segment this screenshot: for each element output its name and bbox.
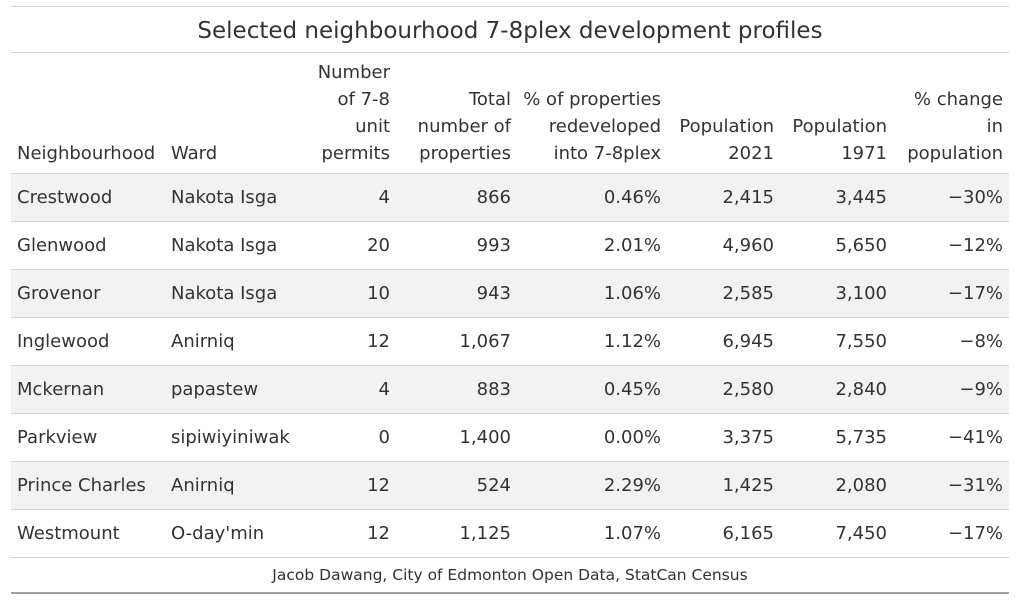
cell-neighbourhood: Mckernan [11, 365, 165, 414]
cell-pct-redeveloped: 2.29% [517, 461, 667, 510]
cell-total-properties: 866 [396, 173, 517, 222]
cell-population-1971: 2,840 [780, 365, 893, 414]
cell-population-2021: 6,945 [667, 317, 780, 366]
cell-pct-change: −9% [893, 365, 1009, 414]
cell-permits: 0 [299, 413, 396, 462]
cell-neighbourhood: Inglewood [11, 317, 165, 366]
cell-neighbourhood: Glenwood [11, 221, 165, 270]
table-body: Crestwood Nakota Isga 4 866 0.46% 2,415 3,445−… [11, 173, 1009, 558]
col-header-neighbourhood: Neighbourhood [11, 53, 165, 174]
cell-permits: 20 [299, 221, 396, 270]
cell-permits: 4 [299, 365, 396, 414]
cell-pct-change: −17% [893, 509, 1009, 558]
cell-ward: O-day'min [165, 509, 299, 558]
cell-permits: 4 [299, 173, 396, 222]
table-row: Mckernan papastew 4 883 0.45% 2,580 2,840 −9% [11, 365, 1009, 414]
col-header-pct-change: % change in population [893, 53, 1009, 174]
cell-permits: 12 [299, 509, 396, 558]
cell-pct-redeveloped: 1.12% [517, 317, 667, 366]
cell-ward: Nakota Isga [165, 269, 299, 318]
cell-pct-redeveloped: 0.46% [517, 173, 667, 222]
table-row: Crestwood Nakota Isga 4 866 0.46% 2,415 3,445−… [11, 173, 1009, 222]
cell-neighbourhood: Parkview [11, 413, 165, 462]
cell-total-properties: 1,400 [396, 413, 517, 462]
cell-population-1971: 2,080 [780, 461, 893, 510]
cell-pct-change: −31% [893, 461, 1009, 510]
table-row: Westmount O-day'min 12 1,125 1.07% 6,165 7,450… [11, 509, 1009, 558]
table-row: Parkview sipiwiyiniwak 0 1,400 0.00% 3,375 5,7… [11, 413, 1009, 462]
cell-pct-change: −17% [893, 269, 1009, 318]
cell-population-1971: 5,735 [780, 413, 893, 462]
cell-pct-redeveloped: 0.00% [517, 413, 667, 462]
cell-ward: Anirniq [165, 317, 299, 366]
cell-population-2021: 2,580 [667, 365, 780, 414]
cell-population-2021: 4,960 [667, 221, 780, 270]
table-title: Selected neighbourhood 7-8plex developme… [11, 6, 1009, 53]
cell-ward: Nakota Isga [165, 173, 299, 222]
cell-total-properties: 943 [396, 269, 517, 318]
source-row: Jacob Dawang, City of Edmonton Open Data… [11, 557, 1009, 594]
cell-population-2021: 3,375 [667, 413, 780, 462]
cell-pct-redeveloped: 2.01% [517, 221, 667, 270]
cell-population-2021: 6,165 [667, 509, 780, 558]
col-header-ward: Ward [165, 53, 299, 174]
cell-population-2021: 2,415 [667, 173, 780, 222]
table-row: Grovenor Nakota Isga 10 943 1.06% 2,585 3,100−… [11, 269, 1009, 318]
col-header-population-1971: Population 1971 [780, 53, 893, 174]
cell-pct-redeveloped: 1.07% [517, 509, 667, 558]
header-row: Neighbourhood Ward Number of 7-8 unit pe… [11, 53, 1009, 174]
table-row: Inglewood Anirniq 12 1,067 1.12% 6,945 7,550 −8… [11, 317, 1009, 366]
cell-total-properties: 993 [396, 221, 517, 270]
cell-population-2021: 1,425 [667, 461, 780, 510]
col-header-total-properties: Total number of properties [396, 53, 517, 174]
table-row: Glenwood Nakota Isga 20 993 2.01% 4,960 5,650−… [11, 221, 1009, 270]
cell-pct-redeveloped: 0.45% [517, 365, 667, 414]
cell-total-properties: 1,125 [396, 509, 517, 558]
cell-neighbourhood: Crestwood [11, 173, 165, 222]
cell-neighbourhood: Westmount [11, 509, 165, 558]
cell-total-properties: 524 [396, 461, 517, 510]
cell-ward: papastew [165, 365, 299, 414]
cell-population-1971: 3,100 [780, 269, 893, 318]
cell-ward: Anirniq [165, 461, 299, 510]
cell-pct-redeveloped: 1.06% [517, 269, 667, 318]
col-header-permits: Number of 7-8 unit permits [299, 53, 396, 174]
col-header-pct-redeveloped: % of properties redeveloped into 7-8plex [517, 53, 667, 174]
cell-permits: 12 [299, 461, 396, 510]
col-header-population-2021: Population 2021 [667, 53, 780, 174]
profiles-table: Neighbourhood Ward Number of 7-8 unit pe… [11, 53, 1009, 594]
cell-population-1971: 7,550 [780, 317, 893, 366]
cell-population-2021: 2,585 [667, 269, 780, 318]
cell-permits: 10 [299, 269, 396, 318]
cell-ward: Nakota Isga [165, 221, 299, 270]
cell-neighbourhood: Grovenor [11, 269, 165, 318]
cell-population-1971: 5,650 [780, 221, 893, 270]
cell-pct-change: −8% [893, 317, 1009, 366]
cell-neighbourhood: Prince Charles [11, 461, 165, 510]
cell-total-properties: 883 [396, 365, 517, 414]
table-row: Prince Charles Anirniq 12 524 2.29% 1,425 2,08… [11, 461, 1009, 510]
cell-pct-change: −41% [893, 413, 1009, 462]
table-container: Selected neighbourhood 7-8plex developme… [11, 6, 1009, 594]
cell-total-properties: 1,067 [396, 317, 517, 366]
cell-pct-change: −12% [893, 221, 1009, 270]
source-note: Jacob Dawang, City of Edmonton Open Data… [11, 557, 1009, 594]
cell-ward: sipiwiyiniwak [165, 413, 299, 462]
cell-permits: 12 [299, 317, 396, 366]
cell-pct-change: −30% [893, 173, 1009, 222]
cell-population-1971: 3,445 [780, 173, 893, 222]
cell-population-1971: 7,450 [780, 509, 893, 558]
